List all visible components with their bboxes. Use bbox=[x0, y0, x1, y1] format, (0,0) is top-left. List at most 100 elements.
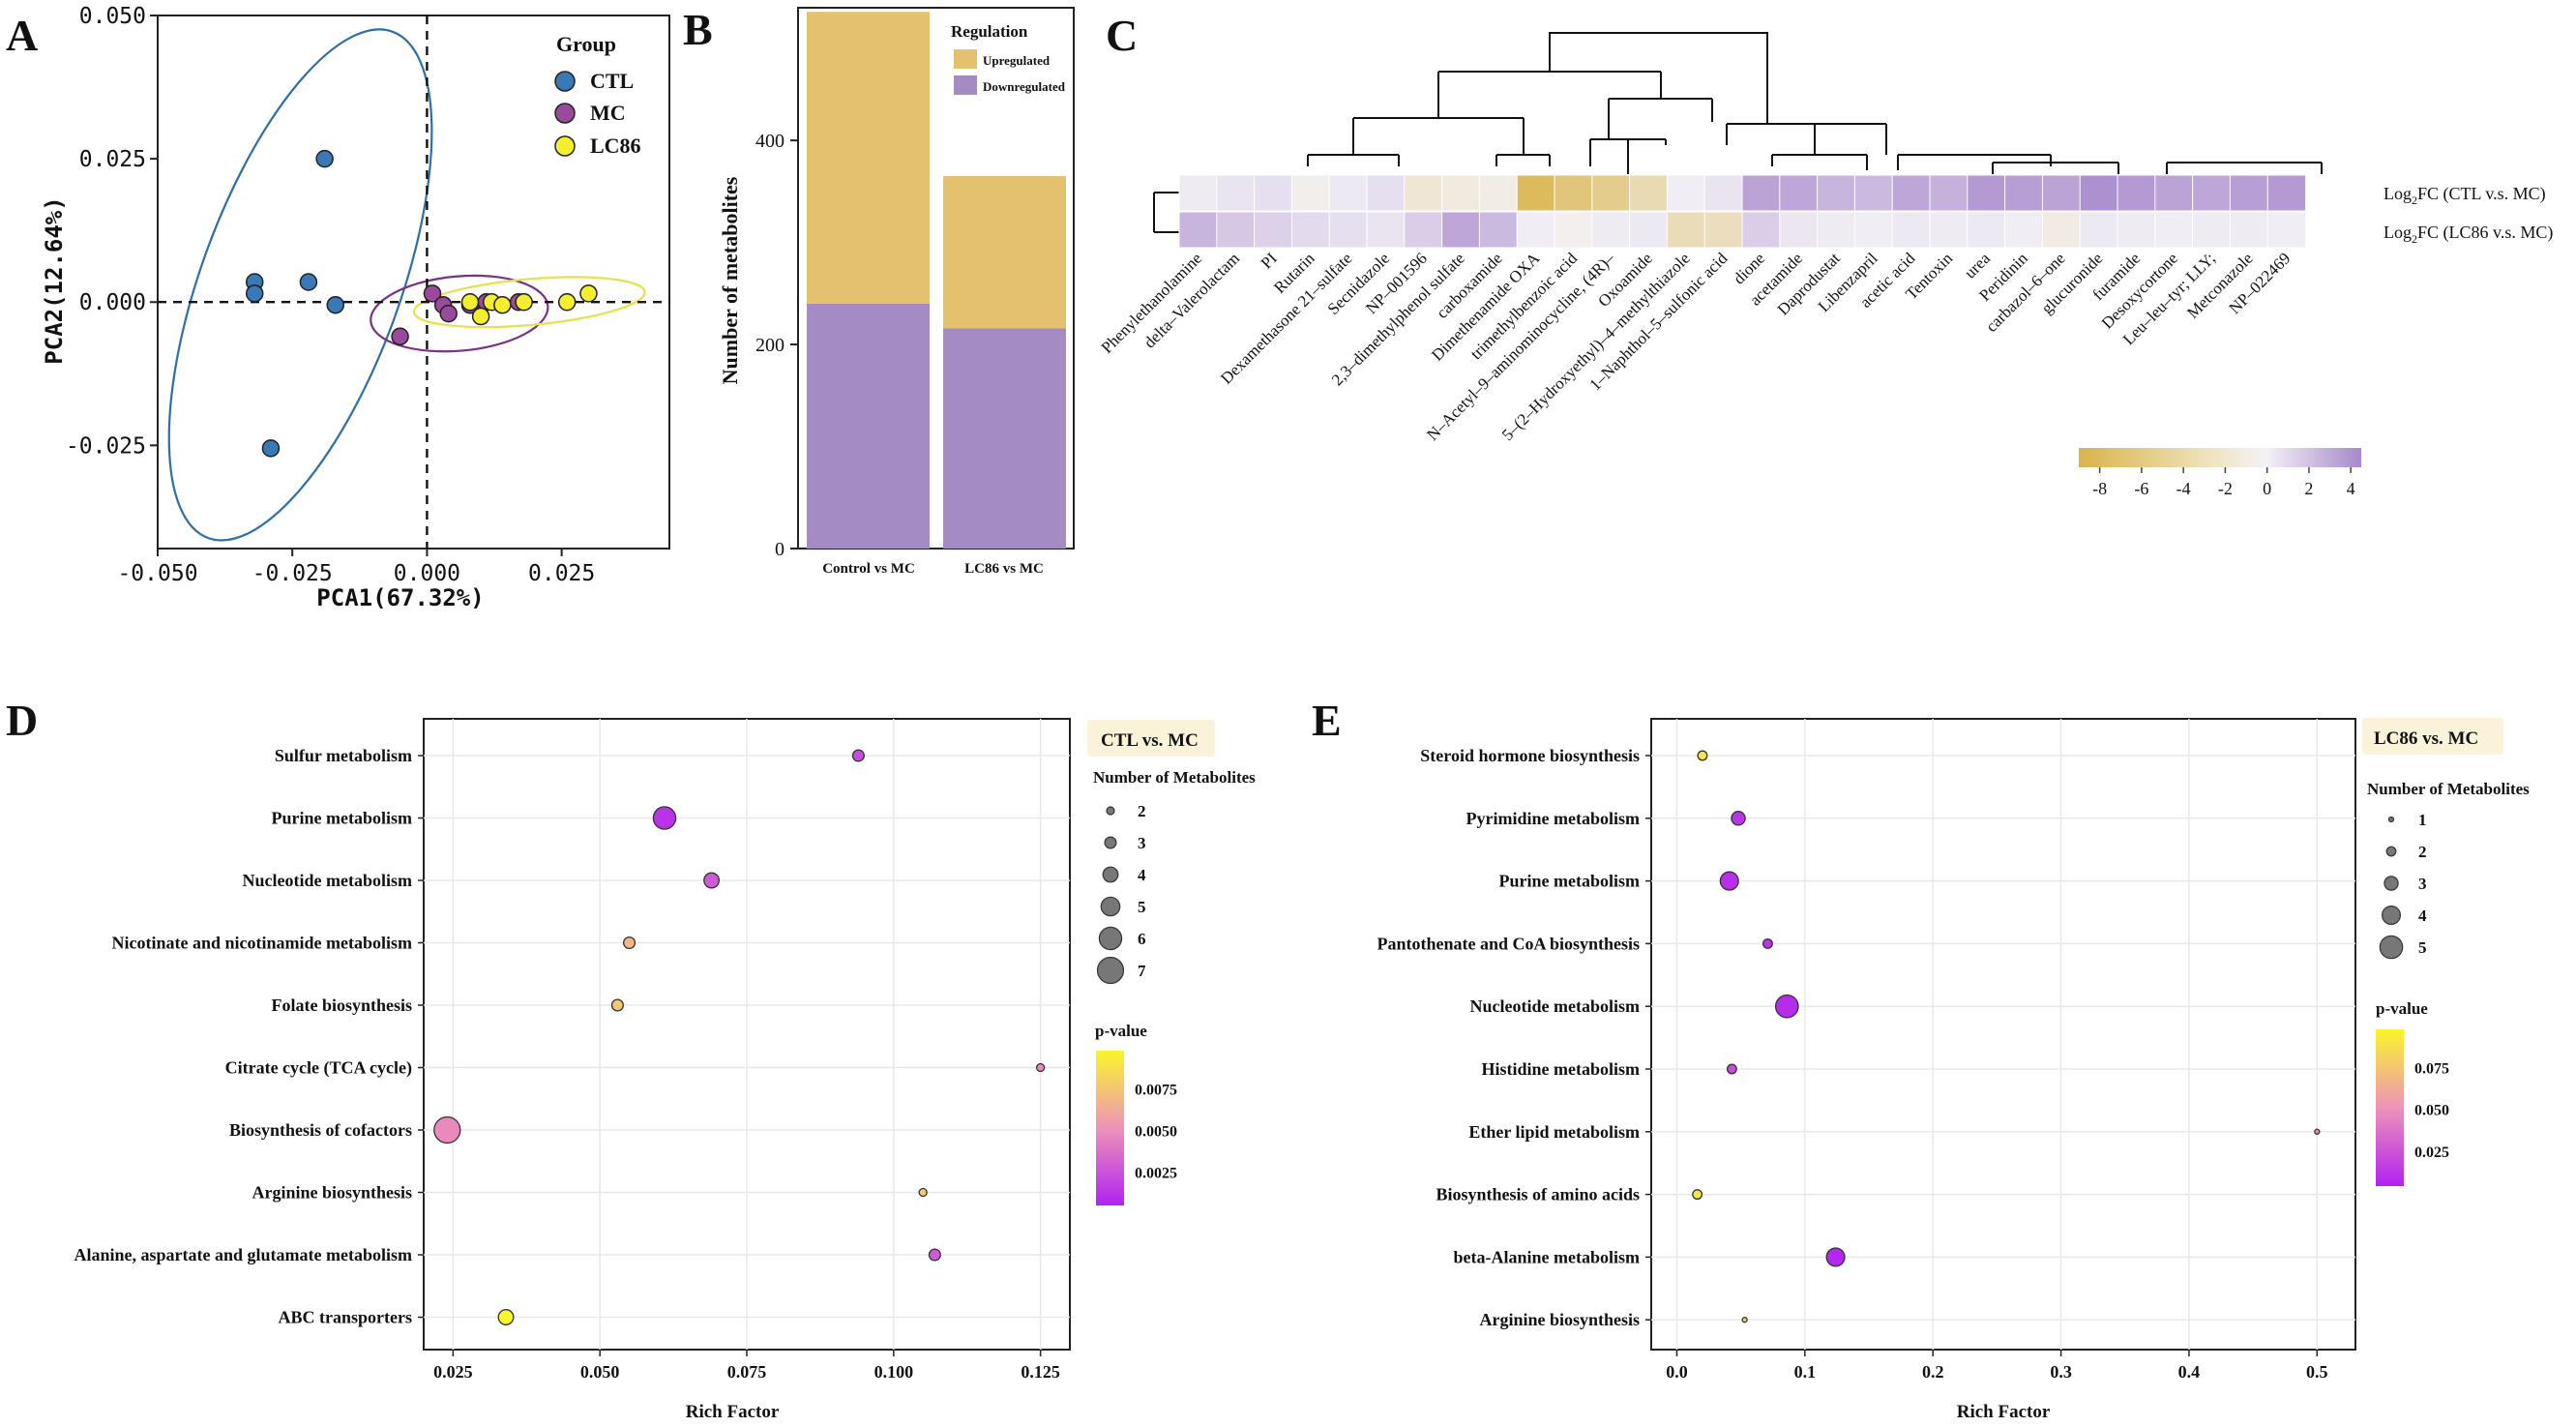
d-size-legend-marker bbox=[1098, 926, 1123, 951]
bubble-e-legend: LC86 vs. MC Number of Metabolites 12345 … bbox=[2362, 718, 2530, 1186]
pca-point-ctl bbox=[315, 149, 334, 168]
d-bubble bbox=[851, 749, 865, 762]
heatmap-cell bbox=[1216, 211, 1256, 249]
pca-y-tick-label: 0.025 bbox=[79, 147, 146, 172]
bubble-e-size-legend: 1 2 3 4 5 bbox=[2379, 811, 2427, 960]
pca-point-ctl bbox=[261, 439, 281, 458]
d-size-legend-label: 6 bbox=[1138, 930, 1146, 948]
e-pathway-label: Nucleotide metabolism bbox=[1470, 996, 1640, 1016]
pca-x-axis-label: PCA1(67.32%) bbox=[316, 584, 484, 611]
heatmap-colorbar-ticks: -8 -6 -4 -2 0 2 4 bbox=[2092, 467, 2355, 498]
d-pathway-label: ABC transporters bbox=[279, 1308, 412, 1327]
heatmap-cell bbox=[2192, 211, 2232, 249]
pca-y-tick-label: 0.000 bbox=[79, 290, 146, 315]
bar-legend-label-up: Upregulated bbox=[983, 53, 1051, 68]
e-x-tick-label: 0.5 bbox=[2306, 1362, 2328, 1382]
heatmap-cell bbox=[1516, 174, 1555, 212]
bar-upregulated-control bbox=[807, 12, 930, 304]
pca-ellipse-lc86 bbox=[412, 276, 646, 329]
bar-legend-label-down: Downregulated bbox=[983, 79, 1066, 94]
bar-y-axis-label: Number of metabolites bbox=[718, 176, 742, 384]
bubble-e-grid bbox=[1651, 719, 2355, 1350]
heatmap-cell bbox=[1666, 211, 1706, 249]
bar-plot-frame bbox=[797, 7, 1075, 550]
bubble-d-x-axis-label: Rich Factor bbox=[686, 1402, 780, 1422]
d-size-legend-marker bbox=[1104, 836, 1117, 849]
bubble-e-color-legend-gradient bbox=[2376, 1029, 2404, 1186]
bar-legend-title: Regulation bbox=[951, 22, 1028, 41]
bubble-e-x-ticks: 0.0 0.1 0.2 0.3 0.4 0.5 bbox=[1666, 1350, 2328, 1382]
bubble-d-size-legend-title: Number of Metabolites bbox=[1093, 768, 1256, 787]
e-x-tick-label: 0.3 bbox=[2050, 1362, 2072, 1382]
pca-legend-marker-ctl bbox=[554, 71, 576, 92]
pca-point-lc86 bbox=[579, 284, 598, 303]
heatmap-cell bbox=[2266, 211, 2306, 249]
heatmap-cell bbox=[1817, 174, 1856, 212]
heatmap-cell bbox=[1967, 211, 2006, 249]
d-x-tick-label: 0.075 bbox=[727, 1362, 767, 1382]
e-size-legend-marker bbox=[2382, 905, 2402, 925]
pca-points bbox=[245, 149, 598, 458]
pca-legend-title: Group bbox=[556, 32, 616, 56]
heatmap-cell bbox=[1703, 174, 1743, 212]
d-pathway-label: Purine metabolism bbox=[272, 809, 413, 828]
pca-legend-label-mc: MC bbox=[590, 101, 626, 125]
e-pathway-label: Histidine metabolism bbox=[1481, 1059, 1640, 1079]
e-size-legend-marker bbox=[2379, 935, 2404, 960]
d-bubble bbox=[497, 1309, 515, 1325]
heatmap-colorbar-tick-label: 4 bbox=[2347, 479, 2355, 498]
heatmap-cell bbox=[1328, 174, 1368, 212]
d-bubble bbox=[610, 998, 624, 1012]
panel-label-a: A bbox=[6, 11, 38, 60]
heatmap-colorbar-tick-label: -2 bbox=[2218, 479, 2233, 498]
pca-ellipses bbox=[167, 28, 646, 542]
heatmap-cell bbox=[1516, 211, 1555, 249]
d-size-legend-label: 7 bbox=[1138, 962, 1146, 980]
pca-legend-marker-lc86 bbox=[554, 135, 576, 157]
e-x-tick-label: 0.1 bbox=[1794, 1362, 1817, 1382]
heatmap-cell bbox=[1554, 211, 1593, 249]
bubble-e-legend-badge-text: LC86 vs. MC bbox=[2374, 728, 2478, 749]
heatmap-cell bbox=[2079, 211, 2118, 249]
pca-y-axis-label: PCA2(12.64%) bbox=[41, 196, 68, 364]
heatmap-cell bbox=[1779, 211, 1819, 249]
heatmap-cell bbox=[1478, 211, 1519, 249]
bar-legend: Regulation Upregulated Downregulated bbox=[951, 22, 1066, 95]
heatmap-cell bbox=[2117, 211, 2156, 249]
bar-y-tick-label: 200 bbox=[755, 335, 785, 356]
panel-label-c: C bbox=[1106, 11, 1138, 60]
e-pathway-label: Biosynthesis of amino acids bbox=[1436, 1185, 1640, 1204]
heatmap-cell bbox=[1254, 211, 1293, 249]
heatmap-colorbar-tick-label: -8 bbox=[2092, 479, 2107, 498]
bar-legend-swatch-down bbox=[954, 75, 977, 95]
pca-point-lc86 bbox=[493, 295, 512, 314]
heatmap-cell bbox=[1478, 174, 1519, 212]
bar-y-tick-label: 400 bbox=[755, 131, 785, 152]
bubble-d-points bbox=[433, 749, 1046, 1325]
pca-x-ticks: -0.050 -0.025 0.000 0.025 bbox=[117, 549, 595, 586]
bubble-d-grid bbox=[424, 719, 1070, 1350]
d-pathway-label: Nucleotide metabolism bbox=[243, 871, 412, 890]
e-size-legend-marker bbox=[2384, 876, 2399, 891]
e-color-legend-tick-label: 0.025 bbox=[2414, 1145, 2449, 1161]
d-bubble bbox=[928, 1248, 941, 1262]
d-size-legend-label: 3 bbox=[1138, 834, 1146, 852]
heatmap-cell bbox=[2154, 211, 2194, 249]
heatmap-cell bbox=[1703, 211, 1743, 249]
e-pathway-label: beta-Alanine metabolism bbox=[1454, 1247, 1641, 1266]
heatmap-cell bbox=[1666, 174, 1706, 212]
regulation-bar-chart: 0 200 400 Control vs MC LC86 vs MC Number … bbox=[718, 7, 1075, 577]
d-color-legend-tick-label: 0.0050 bbox=[1135, 1124, 1177, 1141]
e-pathway-label: Pantothenate and CoA biosynthesis bbox=[1377, 934, 1640, 953]
panel-label-d: D bbox=[6, 696, 38, 745]
heatmap-cell bbox=[2117, 174, 2156, 212]
heatmap-cell bbox=[1929, 211, 1969, 249]
pca-point-mc bbox=[423, 284, 442, 303]
d-size-legend-label: 4 bbox=[1138, 866, 1146, 884]
heatmap-cell bbox=[1178, 174, 1218, 212]
pca-y-tick-label: -0.025 bbox=[66, 433, 146, 459]
heatmap-cell bbox=[1290, 174, 1331, 212]
d-pathway-label: Sulfur metabolism bbox=[275, 746, 412, 765]
